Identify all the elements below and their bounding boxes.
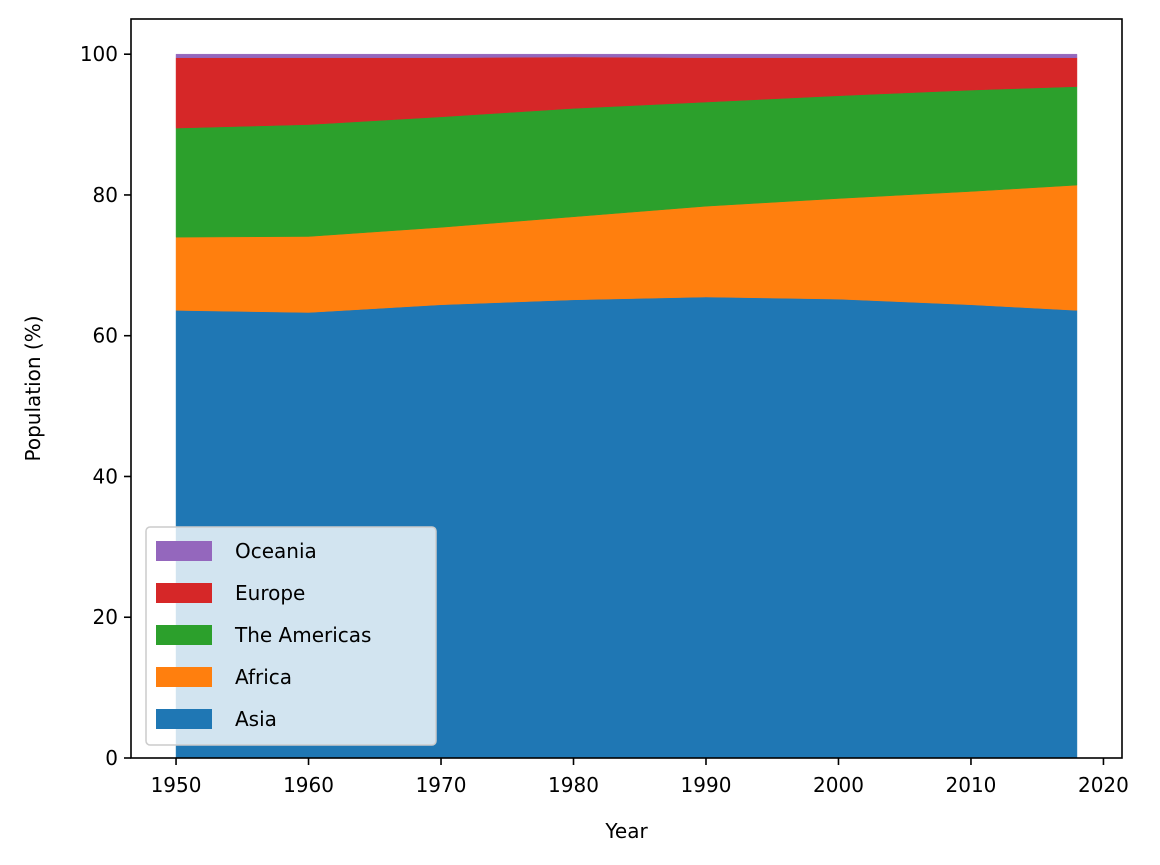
x-axis-label: Year (604, 819, 648, 843)
y-axis-label: Population (%) (21, 315, 45, 461)
y-tick-label: 100 (80, 42, 118, 66)
legend-label-the-americas: The Americas (234, 623, 371, 647)
y-tick-label: 60 (93, 324, 118, 348)
legend-swatch-oceania (156, 541, 212, 561)
legend-swatch-the-americas (156, 625, 212, 645)
y-tick-label: 80 (93, 183, 118, 207)
y-axis-ticks: 0 20 40 60 80 100 (80, 42, 131, 770)
legend-box (145, 526, 437, 746)
x-axis-ticks: 1950 1960 1970 1980 1990 2000 2010 2020 (151, 758, 1129, 797)
legend-label-africa: Africa (235, 665, 292, 689)
x-tick-label: 1970 (416, 773, 467, 797)
legend-label-europe: Europe (235, 581, 305, 605)
y-tick-label: 20 (93, 605, 118, 629)
x-tick-label: 2020 (1078, 773, 1129, 797)
x-tick-label: 2000 (813, 773, 864, 797)
y-tick-label: 40 (93, 464, 118, 488)
x-tick-label: 1990 (681, 773, 732, 797)
legend-swatch-asia (156, 709, 212, 729)
legend-label-asia: Asia (235, 707, 277, 731)
x-tick-label: 1980 (548, 773, 599, 797)
y-tick-label: 0 (105, 746, 118, 770)
plot-frame (130, 18, 1123, 759)
legend: Oceania Europe The Americas Africa Asia (145, 526, 437, 746)
legend-swatch-africa (156, 667, 212, 687)
x-tick-label: 1960 (283, 773, 334, 797)
area-oceania (175, 53, 1078, 58)
legend-swatch-europe (156, 583, 212, 603)
x-tick-label: 1950 (151, 773, 202, 797)
x-tick-label: 2010 (946, 773, 997, 797)
legend-label-oceania: Oceania (235, 539, 317, 563)
